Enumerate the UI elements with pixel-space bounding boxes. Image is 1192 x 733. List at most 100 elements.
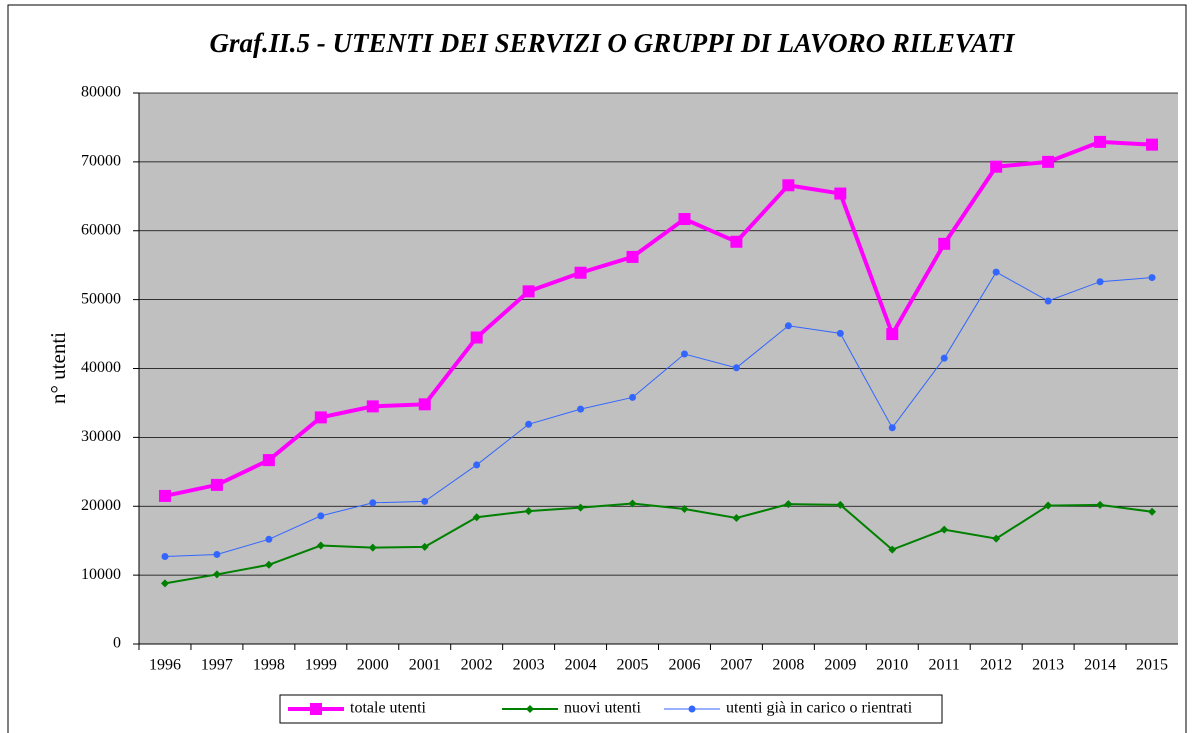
- data-point: [420, 542, 429, 551]
- data-point: [1094, 135, 1107, 148]
- data-point: [990, 160, 1003, 173]
- data-point: [784, 500, 793, 509]
- data-point: [1148, 274, 1156, 282]
- data-point: [1044, 297, 1052, 305]
- data-point: [888, 545, 897, 554]
- y-tick-label: 60000: [81, 221, 121, 238]
- x-tick-label: 1998: [253, 657, 285, 674]
- data-point: [628, 499, 637, 508]
- x-tick-label: 2012: [980, 657, 1012, 674]
- data-point: [886, 328, 899, 341]
- legend-marker: [310, 703, 322, 715]
- x-tick-label: 1996: [149, 657, 181, 674]
- data-point: [577, 405, 585, 413]
- data-point: [732, 364, 740, 372]
- data-point: [473, 461, 481, 469]
- x-tick-label: 2005: [617, 657, 649, 674]
- data-point: [940, 354, 948, 362]
- legend-label: utenti già in carico o rientrati: [726, 700, 913, 717]
- y-tick-label: 80000: [81, 84, 121, 101]
- data-point: [472, 513, 481, 522]
- legend-label: totale utenti: [350, 700, 427, 717]
- data-point: [784, 322, 792, 330]
- data-point: [212, 570, 221, 579]
- data-point: [525, 420, 533, 428]
- series-line: [164, 139, 1153, 498]
- x-tick-label: 2002: [461, 657, 493, 674]
- series-line: [164, 502, 1153, 585]
- data-point: [680, 505, 689, 514]
- data-point: [1044, 501, 1053, 510]
- x-tick-label: 2007: [720, 657, 752, 674]
- data-point: [732, 513, 741, 522]
- data-point: [264, 560, 273, 569]
- data-point: [262, 454, 275, 467]
- data-point: [366, 400, 379, 413]
- x-tick-label: 2009: [824, 657, 856, 674]
- y-tick-label: 50000: [81, 290, 121, 307]
- data-point: [1096, 500, 1105, 509]
- x-tick-label: 1997: [201, 657, 233, 674]
- data-point: [836, 500, 845, 509]
- x-tick-label: 2015: [1136, 657, 1168, 674]
- x-tick-label: 2008: [772, 657, 804, 674]
- data-point: [574, 266, 587, 279]
- y-tick-label: 70000: [81, 153, 121, 170]
- data-point: [418, 398, 431, 411]
- x-tick-label: 2011: [929, 657, 960, 674]
- x-tick-label: 2001: [409, 657, 441, 674]
- data-point: [626, 250, 639, 263]
- data-point: [576, 503, 585, 512]
- data-point: [524, 507, 533, 516]
- data-point: [470, 331, 483, 344]
- x-tick-label: 2000: [357, 657, 389, 674]
- y-tick-label: 10000: [81, 566, 121, 583]
- data-point: [265, 535, 273, 543]
- x-tick-label: 2006: [668, 657, 700, 674]
- x-tick-label: 2010: [876, 657, 908, 674]
- data-point: [316, 541, 325, 550]
- data-point: [210, 478, 223, 491]
- x-tick-label: 2013: [1032, 657, 1064, 674]
- x-tick-label: 2003: [513, 657, 545, 674]
- y-tick-label: 20000: [81, 497, 121, 514]
- legend-marker: [688, 705, 696, 713]
- data-point: [629, 393, 637, 401]
- data-point: [992, 268, 1000, 276]
- data-point: [1146, 138, 1159, 151]
- data-point: [314, 411, 327, 424]
- data-point: [1096, 278, 1104, 286]
- y-tick-label: 40000: [81, 359, 121, 376]
- series-line: [164, 271, 1153, 558]
- legend-marker: [526, 705, 534, 713]
- data-point: [369, 499, 377, 507]
- data-point: [836, 329, 844, 337]
- x-tick-label: 2014: [1084, 657, 1116, 674]
- x-tick-label: 2004: [565, 657, 597, 674]
- data-point: [1042, 155, 1055, 168]
- legend-box: [279, 694, 943, 724]
- data-point: [782, 179, 795, 192]
- data-point: [160, 579, 169, 588]
- data-point: [213, 550, 221, 558]
- data-point: [940, 525, 949, 534]
- data-point: [730, 235, 743, 248]
- data-point: [158, 489, 171, 502]
- data-point: [888, 424, 896, 432]
- data-point: [1148, 507, 1157, 516]
- data-point: [317, 512, 325, 520]
- data-point: [992, 534, 1001, 543]
- data-point: [522, 285, 535, 298]
- y-tick-label: 0: [113, 635, 121, 652]
- data-point: [161, 553, 169, 561]
- data-point: [938, 237, 951, 250]
- x-tick-label: 1999: [305, 657, 337, 674]
- data-point: [834, 187, 847, 200]
- data-point: [678, 213, 691, 226]
- y-axis-label: n° utenti: [46, 332, 70, 404]
- legend-label: nuovi utenti: [564, 700, 641, 717]
- data-point: [421, 497, 429, 505]
- y-tick-label: 30000: [81, 428, 121, 445]
- data-point: [368, 543, 377, 552]
